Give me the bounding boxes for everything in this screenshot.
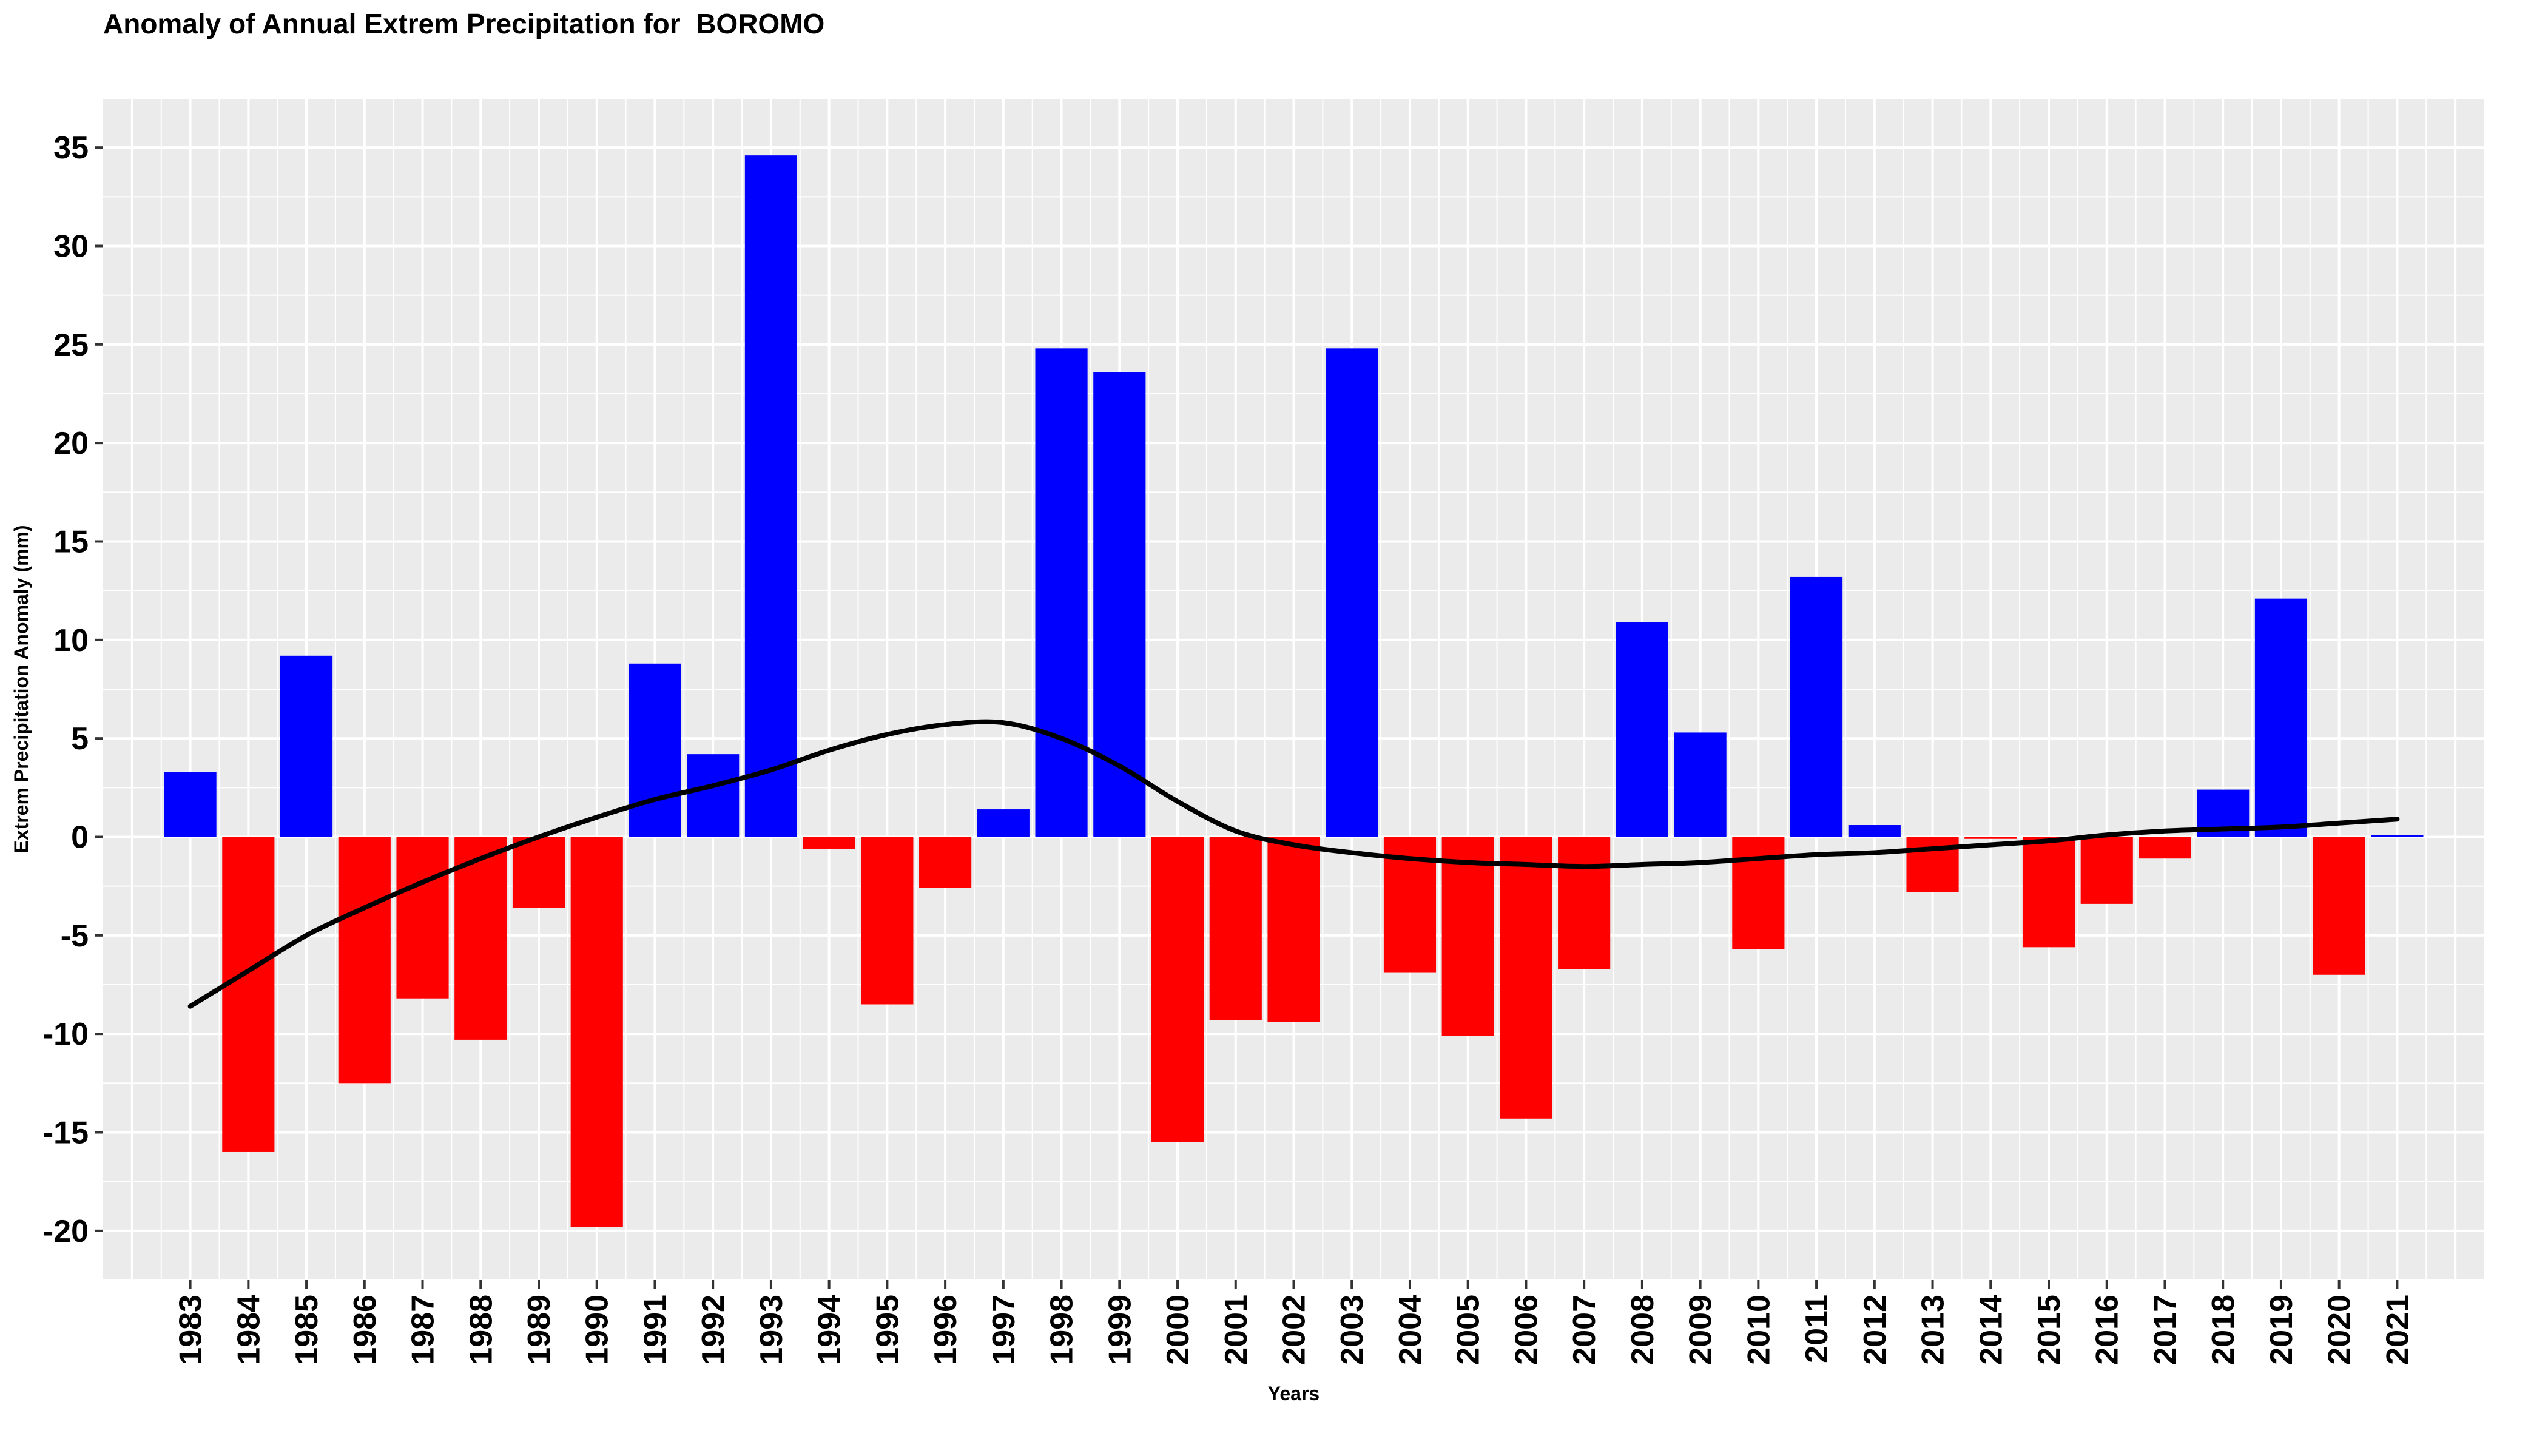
x-tick-label: 2014	[1973, 1295, 2009, 1365]
bar-2008	[1616, 622, 1668, 837]
bar-2010	[1732, 837, 1785, 949]
y-tick-label: 15	[53, 525, 89, 560]
bar-1998	[1035, 348, 1088, 837]
y-tick-label: -10	[43, 1017, 89, 1052]
y-tick-label: -15	[43, 1116, 89, 1151]
bar-2007	[1558, 837, 1611, 969]
x-tick-label: 2001	[1219, 1295, 1254, 1365]
bar-2021	[2371, 835, 2424, 837]
x-tick-label: 1996	[928, 1295, 963, 1365]
x-tick-label: 2000	[1161, 1295, 1196, 1365]
x-tick-label: 2017	[2148, 1295, 2183, 1365]
bar-2016	[2080, 837, 2133, 904]
x-tick-label: 2007	[1567, 1295, 1602, 1365]
bar-1989	[512, 837, 565, 908]
x-tick-label: 1986	[348, 1295, 383, 1365]
bar-2001	[1209, 837, 1262, 1020]
bar-2005	[1441, 837, 1494, 1036]
x-tick-label: 2020	[2322, 1295, 2358, 1365]
y-tick-label: 10	[53, 623, 89, 658]
y-axis-ticks: 35 30 25 20 15 10 5 0 -5 -10 -15 -20	[43, 130, 103, 1249]
y-axis-title: Extrem Precipitation Anomaly (mm)	[10, 525, 32, 853]
x-tick-label: 1999	[1102, 1295, 1138, 1365]
bar-2017	[2138, 837, 2191, 859]
y-tick-label: 25	[53, 328, 89, 363]
x-tick-label: 2018	[2206, 1295, 2241, 1365]
x-tick-label: 2013	[1916, 1295, 1951, 1365]
x-tick-label: 2019	[2264, 1295, 2299, 1365]
x-tick-label: 2011	[1799, 1295, 1835, 1363]
bar-2015	[2022, 837, 2075, 948]
x-tick-label: 2012	[1858, 1295, 1893, 1365]
bar-1990	[570, 837, 623, 1227]
bar-2011	[1790, 576, 1843, 837]
x-tick-label: 2006	[1509, 1295, 1544, 1365]
y-tick-label: 5	[71, 721, 89, 757]
bar-2003	[1326, 348, 1378, 837]
bar-1983	[164, 772, 217, 837]
y-tick-label: 30	[53, 229, 89, 265]
x-tick-label: 2009	[1684, 1295, 1719, 1365]
bar-1988	[454, 837, 507, 1040]
bar-1991	[629, 663, 681, 837]
x-tick-label: 2008	[1625, 1295, 1660, 1365]
x-tick-label: 2004	[1393, 1295, 1428, 1365]
bar-2002	[1267, 837, 1320, 1022]
x-tick-label: 1983	[174, 1295, 209, 1365]
x-axis-title: Years	[1268, 1383, 1320, 1404]
x-tick-label: 1993	[754, 1295, 789, 1365]
bar-1986	[338, 837, 391, 1084]
bar-1984	[222, 837, 275, 1152]
bar-1994	[803, 837, 855, 849]
x-tick-label: 2010	[1741, 1295, 1776, 1365]
x-tick-label: 2002	[1277, 1295, 1312, 1365]
x-tick-label: 1985	[289, 1295, 325, 1365]
y-tick-label: 20	[53, 426, 89, 461]
bar-1997	[977, 809, 1030, 837]
bar-2020	[2313, 837, 2365, 975]
x-tick-label: 1998	[1045, 1295, 1080, 1365]
x-tick-label: 2003	[1335, 1295, 1370, 1365]
bar-1993	[744, 155, 797, 837]
x-tick-label: 2016	[2090, 1295, 2125, 1365]
x-tick-label: 1988	[463, 1295, 499, 1365]
x-tick-label: 2015	[2032, 1295, 2067, 1365]
bar-2012	[1848, 825, 1901, 837]
y-tick-label: -5	[61, 918, 89, 954]
x-tick-label: 1995	[870, 1295, 905, 1365]
x-tick-label: 1987	[406, 1295, 441, 1365]
bar-1987	[396, 837, 449, 999]
x-tick-label: 1984	[231, 1295, 266, 1365]
x-tick-label: 1990	[580, 1295, 615, 1365]
bar-1985	[280, 655, 333, 837]
bar-1996	[919, 837, 972, 888]
bar-2009	[1674, 732, 1727, 837]
x-tick-label: 2005	[1451, 1295, 1486, 1365]
x-tick-label: 2021	[2380, 1295, 2415, 1365]
y-tick-label: 0	[71, 820, 89, 855]
x-tick-label: 1997	[986, 1295, 1022, 1365]
bar-2019	[2254, 598, 2308, 837]
bar-1995	[861, 837, 914, 1005]
x-tick-label: 1989	[522, 1295, 557, 1365]
bar-2006	[1500, 837, 1552, 1119]
x-tick-label: 1991	[638, 1295, 673, 1365]
x-axis-ticks: 1983 1984 1985 1986 1987 1988 1989 1990 1991 1992…	[174, 1280, 2415, 1365]
bar-2014	[1964, 837, 2017, 839]
trend-line	[187, 719, 2400, 1009]
bar-1992	[687, 754, 740, 837]
chart-title: Anomaly of Annual Extrem Precipitation f…	[103, 8, 825, 39]
x-tick-label: 1992	[696, 1295, 731, 1365]
x-tick-label: 1994	[812, 1295, 848, 1365]
y-tick-label: 35	[53, 130, 89, 166]
y-tick-label: -20	[43, 1214, 89, 1249]
bar-2000	[1151, 837, 1204, 1142]
